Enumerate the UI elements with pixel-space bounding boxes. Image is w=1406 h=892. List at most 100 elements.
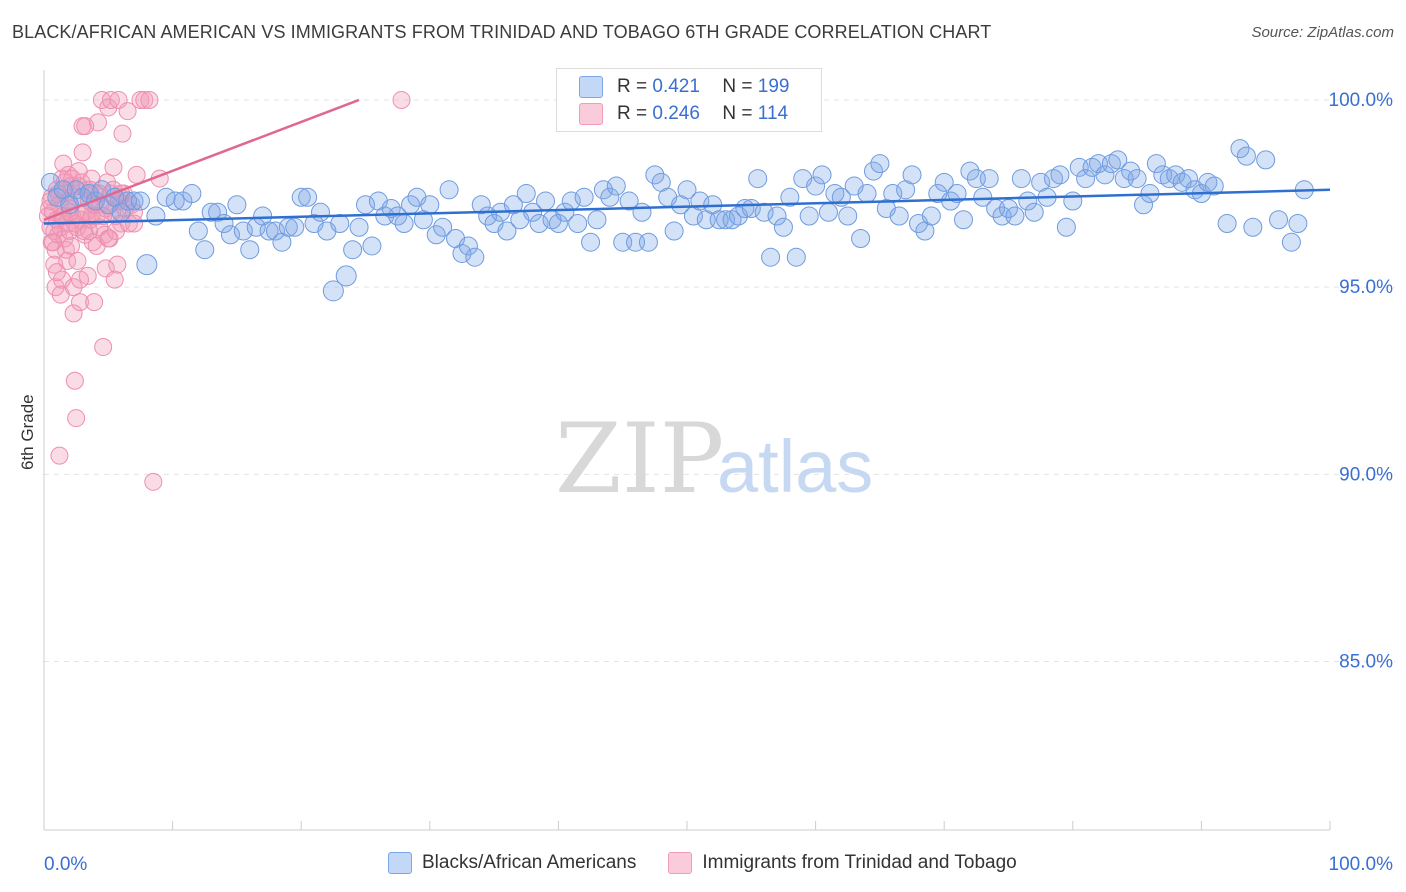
- data-point-black: [902, 165, 922, 185]
- data-point-trinidad: [105, 270, 124, 289]
- series-black-points: [40, 139, 1314, 302]
- data-point-black: [1159, 169, 1179, 189]
- data-point-black: [857, 184, 877, 204]
- data-point-black: [394, 213, 414, 233]
- data-point-trinidad: [51, 285, 70, 304]
- data-point-trinidad: [119, 214, 138, 233]
- data-point-black: [889, 206, 909, 226]
- data-point-black: [870, 154, 890, 174]
- swatch-trinidad: [579, 103, 603, 125]
- svg-text:ZIP: ZIP: [555, 403, 724, 515]
- data-point-trinidad: [140, 90, 159, 109]
- series-legend: Blacks/African Americans Immigrants from…: [388, 852, 1049, 874]
- data-point-trinidad: [87, 207, 106, 226]
- data-point-black: [761, 247, 781, 267]
- data-point-black: [285, 217, 305, 237]
- data-point-black: [838, 206, 858, 226]
- data-point-black: [322, 280, 344, 302]
- data-point-black: [1146, 154, 1166, 174]
- data-point-trinidad: [99, 98, 118, 117]
- data-point-trinidad: [94, 338, 113, 357]
- data-point-black: [1044, 169, 1064, 189]
- legend-swatch-trinidad: [668, 852, 693, 874]
- data-point-black: [619, 191, 639, 211]
- data-point-black: [921, 206, 941, 226]
- data-point-black: [748, 169, 768, 189]
- legend-item-black[interactable]: Blacks/African Americans: [388, 852, 636, 874]
- trend-line-trinidad: [43, 98, 360, 221]
- data-point-black: [1236, 146, 1256, 166]
- data-point-black: [1108, 150, 1128, 170]
- data-point-black: [1005, 206, 1025, 226]
- data-point-black: [356, 195, 375, 215]
- data-point-black: [188, 221, 208, 241]
- data-point-black: [330, 213, 350, 233]
- data-point-trinidad: [44, 233, 63, 252]
- data-point-black: [420, 195, 440, 215]
- y-tick-label: 95.0%: [1339, 277, 1393, 298]
- data-point-black: [1269, 210, 1289, 230]
- data-point-black: [259, 221, 279, 241]
- data-point-black: [381, 199, 401, 219]
- data-point-trinidad: [118, 102, 137, 121]
- swatch-black: [579, 76, 603, 98]
- data-point-black: [433, 217, 453, 237]
- data-point-black: [883, 184, 903, 204]
- data-point-black: [1288, 213, 1308, 233]
- legend-item-trinidad[interactable]: Immigrants from Trinidad and Tobago: [668, 852, 1017, 874]
- data-point-trinidad: [392, 90, 411, 109]
- data-point-black: [452, 243, 472, 263]
- data-point-black: [587, 210, 607, 230]
- x-tick-label: 0.0%: [44, 854, 87, 875]
- data-point-trinidad: [99, 229, 118, 248]
- data-point-trinidad: [65, 371, 84, 390]
- data-point-black: [265, 221, 285, 241]
- data-point-black: [979, 169, 999, 189]
- data-point-black: [863, 161, 883, 181]
- data-point-black: [182, 184, 202, 204]
- data-point-black: [638, 232, 658, 252]
- data-point-black: [767, 206, 787, 226]
- r-label: R =: [617, 103, 648, 124]
- data-point-trinidad: [101, 90, 120, 109]
- data-point-trinidad: [67, 409, 86, 428]
- data-point-black: [1217, 213, 1237, 233]
- y-tick-label: 85.0%: [1339, 652, 1393, 673]
- source-label: Source: ZipAtlas.com: [1251, 24, 1394, 41]
- data-point-black: [606, 176, 626, 196]
- data-point-black: [593, 180, 613, 200]
- data-point-black: [934, 172, 954, 192]
- data-point-trinidad: [73, 143, 92, 162]
- data-point-black: [548, 213, 568, 233]
- data-point-black: [799, 206, 819, 226]
- data-point-black: [146, 206, 166, 226]
- n-value: 114: [757, 103, 789, 124]
- data-point-trinidad: [68, 251, 87, 270]
- x-tick-label: 100.0%: [1329, 854, 1394, 875]
- n-label: N =: [722, 76, 753, 97]
- data-point-black: [124, 191, 144, 211]
- data-point-trinidad: [71, 293, 90, 312]
- data-point-black: [1024, 202, 1044, 222]
- data-point-black: [574, 187, 594, 207]
- data-point-black: [664, 221, 684, 241]
- data-point-black: [66, 180, 86, 200]
- data-point-trinidad: [78, 266, 97, 285]
- data-point-black: [130, 191, 150, 211]
- y-axis-label: 6th Grade: [18, 394, 37, 470]
- data-point-black: [1127, 169, 1147, 189]
- data-point-trinidad: [127, 165, 146, 184]
- data-point-black: [1179, 169, 1199, 189]
- data-point-black: [999, 199, 1018, 219]
- watermark: ZIP atlas: [555, 403, 873, 515]
- data-point-trinidad: [80, 221, 99, 240]
- data-point-black: [632, 202, 652, 222]
- svg-text:atlas: atlas: [717, 425, 873, 508]
- data-point-trinidad: [144, 472, 163, 491]
- data-point-black: [1198, 172, 1218, 192]
- data-point-black: [722, 210, 742, 230]
- data-point-black: [208, 202, 228, 222]
- data-point-black: [818, 202, 838, 222]
- data-point-black: [806, 176, 826, 196]
- data-point-black: [754, 202, 774, 222]
